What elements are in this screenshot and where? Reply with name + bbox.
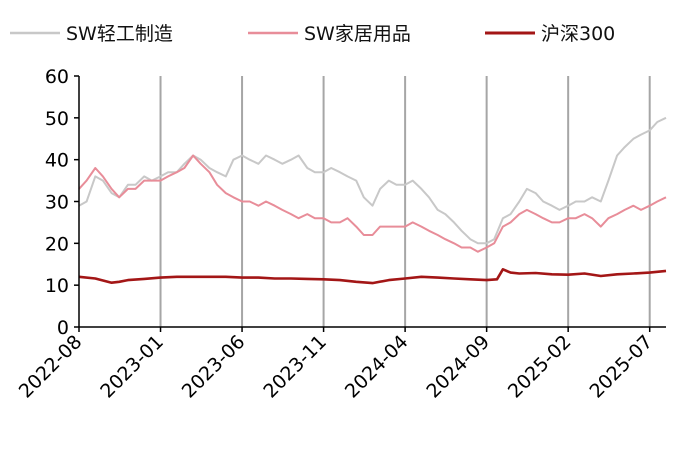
legend-label-series-1: SW家居用品 — [304, 23, 411, 45]
series-lines — [78, 116, 667, 285]
axes — [74, 75, 666, 332]
x-tick-label: 2023-11 — [259, 331, 331, 403]
y-tick-label: 20 — [45, 233, 69, 255]
y-tick-label: 0 — [57, 317, 69, 339]
y-tick-label: 40 — [45, 150, 69, 172]
y-tick-label: 10 — [45, 275, 69, 297]
series-line-1 — [78, 154, 667, 253]
legend-label-series-0: SW轻工制造 — [66, 23, 173, 45]
series-line-2 — [78, 268, 667, 285]
x-tick-label: 2022-08 — [15, 331, 87, 403]
x-tick-label: 2023-01 — [96, 331, 168, 403]
y-axis-tick-labels: 0 10 20 30 40 50 60 — [45, 66, 69, 339]
y-tick-label: 60 — [45, 66, 69, 88]
x-tick-label: 2023-06 — [178, 331, 250, 403]
x-tick-label: 2025-07 — [585, 331, 657, 403]
y-tick-label: 50 — [45, 108, 69, 130]
legend-label-series-2: 沪深300 — [541, 23, 615, 45]
x-tick-label: 2024-09 — [422, 331, 494, 403]
chart-legend: SW轻工制造 SW家居用品 沪深300 — [10, 23, 615, 45]
x-tick-label: 2025-02 — [504, 331, 576, 403]
series-line-0 — [78, 116, 667, 245]
y-tick-label: 30 — [45, 192, 69, 214]
x-tick-label: 2024-04 — [341, 331, 413, 403]
x-axis-tick-labels: 2022-08 2023-01 2023-06 2023-11 2024-04 2024-… — [15, 331, 657, 403]
